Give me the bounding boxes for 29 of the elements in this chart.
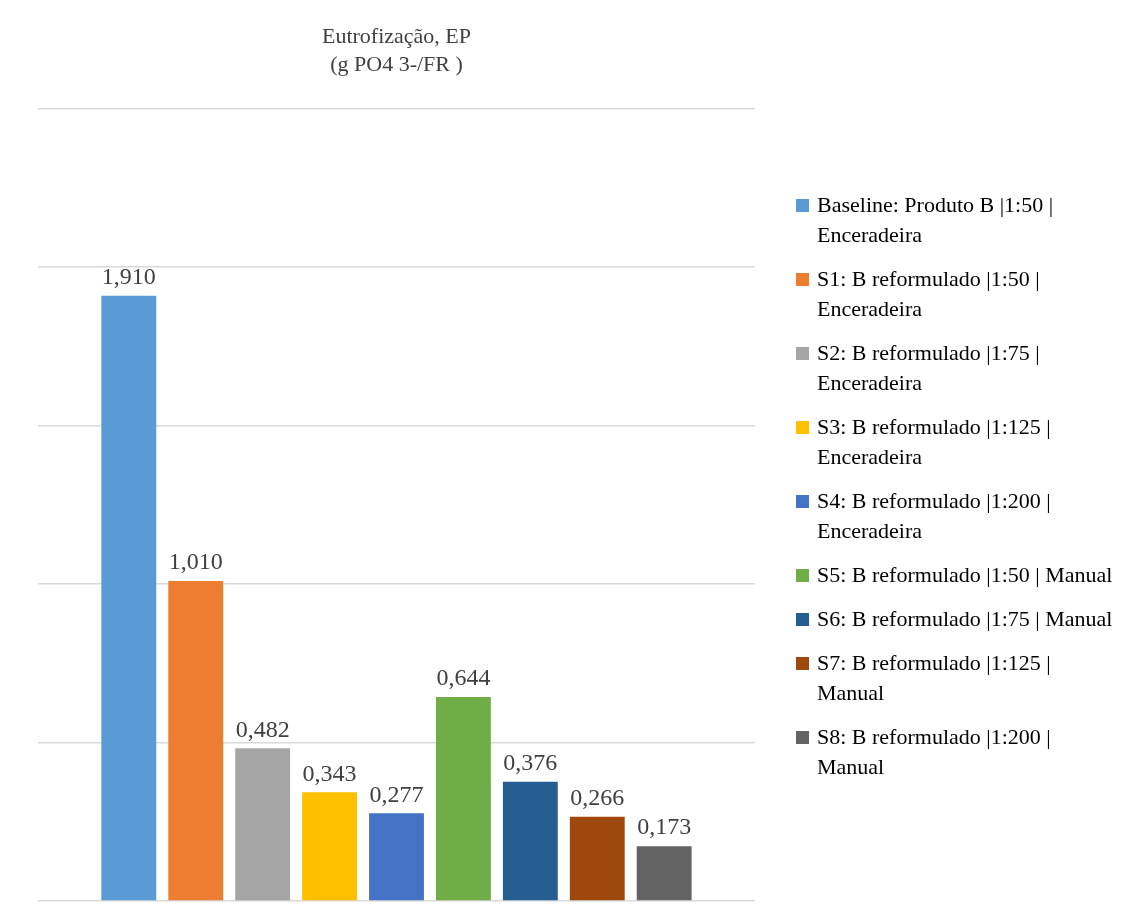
chart-title: Eutrofização, EP: [321, 22, 472, 48]
bar: [302, 792, 358, 901]
bar: [569, 816, 625, 901]
legend-label: S4: B reformulado |1:200 | Enceradeira: [816, 487, 1052, 545]
bar: [435, 696, 491, 901]
data-label: 1,910: [101, 263, 156, 290]
data-label: 0,644: [436, 664, 491, 691]
bar: [369, 813, 424, 901]
data-label: 1,010: [168, 548, 223, 575]
legend-label: S2: B reformulado |1:75 | Enceradeira: [816, 339, 1041, 397]
legend-label: S5: B reformulado |1:50 | Manual: [816, 561, 1114, 589]
data-label: 0,173: [637, 813, 692, 840]
legend-label: S8: B reformulado |1:200 | Manual: [816, 723, 1052, 781]
legend-label: S6: B reformulado |1:75 | Manual: [816, 605, 1114, 633]
bar: [502, 781, 558, 901]
data-label: 0,343: [302, 759, 357, 786]
data-label: 0,266: [570, 784, 625, 811]
legend-label: S1: B reformulado |1:50 | Enceradeira: [816, 265, 1041, 323]
bar: [235, 748, 291, 901]
bar: [636, 846, 692, 901]
legend-label: Baseline: Produto B |1:50 | Enceradeira: [816, 191, 1055, 249]
bar: [101, 295, 157, 901]
data-label: 0,482: [235, 715, 290, 742]
legend-label: S3: B reformulado |1:125 | Enceradeira: [816, 413, 1052, 471]
data-label: 0,277: [369, 780, 424, 807]
data-label: 0,376: [503, 749, 558, 776]
chart-subtitle: (g PO4 3-/FR ): [330, 51, 463, 77]
legend-label: S7: B reformulado |1:125 | Manual: [816, 649, 1052, 707]
bar: [168, 580, 224, 901]
